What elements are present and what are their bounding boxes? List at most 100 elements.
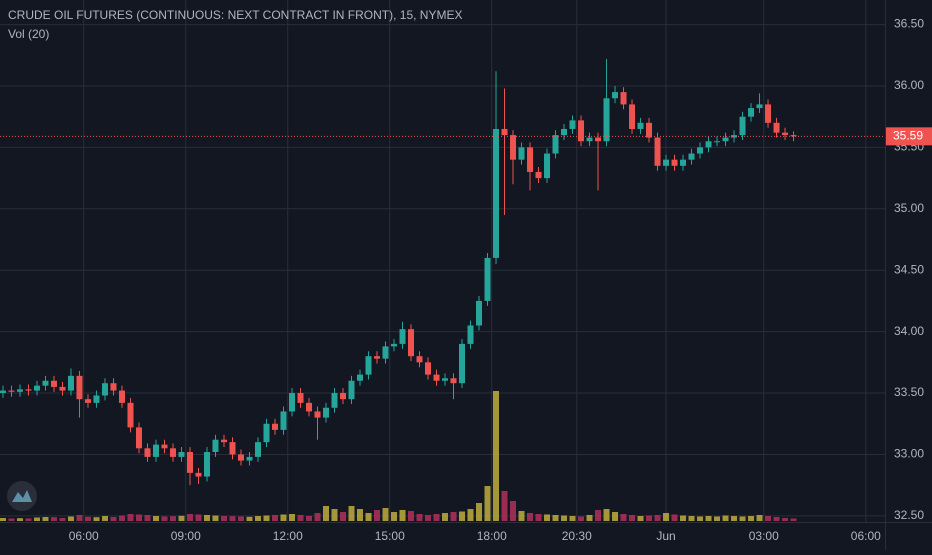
volume-bar <box>612 512 619 521</box>
candle-body <box>765 104 772 123</box>
volume-bar <box>271 515 278 521</box>
candle-body <box>714 141 721 143</box>
y-tick-label: 36.50 <box>894 17 924 31</box>
volume-bar <box>237 516 244 521</box>
volume-bar <box>305 516 312 521</box>
volume-bar <box>84 516 91 521</box>
volume-bar <box>442 513 449 521</box>
candle-body <box>263 423 270 443</box>
candle-body <box>663 159 670 166</box>
volume-bar <box>731 516 738 521</box>
volume-bar <box>416 514 423 521</box>
volume-bar <box>288 514 295 521</box>
candle-body <box>705 141 712 148</box>
volume-bar <box>671 514 678 521</box>
volume-label: Vol (20) <box>8 27 49 41</box>
logo-circle[interactable] <box>7 481 37 511</box>
candle-body <box>382 346 389 359</box>
x-tick-label: Jun <box>656 529 675 543</box>
candle-body <box>561 128 568 136</box>
candle-body <box>731 135 738 138</box>
volume-bar <box>348 506 355 521</box>
candle-body <box>297 393 304 403</box>
volume-bar <box>544 514 551 521</box>
volume-bar <box>59 518 66 521</box>
y-tick-label: 36.00 <box>894 78 924 92</box>
candle-body <box>118 390 125 403</box>
candle-body <box>654 137 661 166</box>
volume-bar <box>467 509 474 521</box>
volume-bar <box>340 512 347 521</box>
x-tick-label: 20:30 <box>562 529 592 543</box>
candle-body <box>501 128 508 136</box>
volume-bar <box>552 515 559 521</box>
volume-bar <box>535 514 542 521</box>
candle-body <box>186 451 193 473</box>
volume-bar <box>476 503 483 521</box>
candle-body <box>671 159 678 166</box>
volume-bar <box>739 516 746 521</box>
volume-bar <box>646 515 653 521</box>
volume-bar <box>110 517 117 521</box>
y-tick-label: 35.00 <box>894 201 924 215</box>
x-tick-label: 18:00 <box>477 529 507 543</box>
candle-body <box>552 135 559 154</box>
candle-body <box>782 132 789 136</box>
candle-body <box>433 374 440 381</box>
candle-body <box>484 257 491 301</box>
candle-body <box>50 380 57 387</box>
volume-bar <box>569 516 576 521</box>
candle-body <box>544 153 551 179</box>
volume-bar <box>773 517 780 521</box>
candle-body <box>790 135 797 137</box>
candle-body <box>152 444 159 457</box>
y-tick-label: 32.50 <box>894 508 924 522</box>
y-tick-label: 33.00 <box>894 447 924 461</box>
candle-body <box>739 116 746 136</box>
candle-body <box>135 427 142 449</box>
candle-body <box>748 108 755 117</box>
candle-body <box>25 389 32 391</box>
candle-body <box>84 399 91 403</box>
volume-bar <box>518 511 525 521</box>
volume-bar <box>118 515 125 521</box>
volume-bar <box>680 515 687 521</box>
logo-icon <box>12 490 32 502</box>
candle-body <box>357 374 364 381</box>
candle-body <box>425 362 432 375</box>
candle-body <box>0 390 6 394</box>
candle-body <box>535 171 542 179</box>
x-tick-label: 09:00 <box>171 529 201 543</box>
volume-bar <box>374 510 381 521</box>
volume-bar <box>220 516 227 521</box>
volume-bar <box>765 516 772 521</box>
volume-bar <box>408 511 415 521</box>
candle-body <box>629 104 636 129</box>
volume-bar <box>195 514 202 521</box>
last-price-box <box>886 127 932 146</box>
candle-body <box>416 356 423 363</box>
x-tick-label: 03:00 <box>749 529 779 543</box>
volume-bar <box>510 501 517 521</box>
volume-bar <box>101 516 108 521</box>
candle-body <box>271 423 278 430</box>
candle-body <box>722 137 729 142</box>
candle-body <box>603 98 610 142</box>
x-tick-label: 15:00 <box>375 529 405 543</box>
volume-bar <box>25 518 32 521</box>
logo[interactable] <box>7 481 37 511</box>
volume-bar <box>501 491 508 521</box>
volume-bar <box>578 516 585 521</box>
volume-bar <box>314 513 321 521</box>
volume-bar <box>357 509 364 521</box>
candle-body <box>254 442 261 457</box>
volume-bar <box>748 516 755 521</box>
candle-body <box>33 385 40 391</box>
candle-body <box>374 356 381 359</box>
volume-bar <box>722 515 729 521</box>
volume-bar <box>16 518 23 521</box>
candle-body <box>408 329 415 357</box>
volume-bar <box>76 515 83 521</box>
volume-bar <box>399 510 406 521</box>
